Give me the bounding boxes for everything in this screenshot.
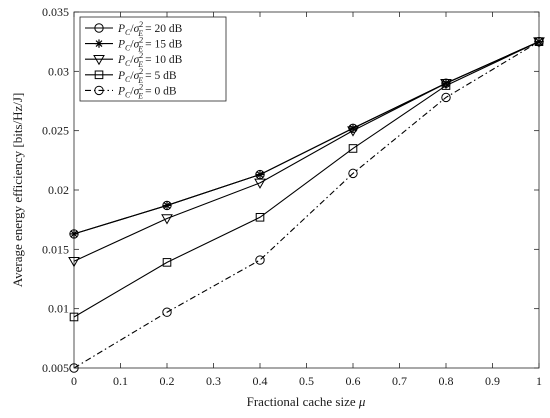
data-point	[162, 258, 172, 267]
y-tick-label: 0.01	[48, 302, 69, 316]
data-point	[348, 168, 358, 179]
y-axis-label: Average energy efficiency [bits/Hz/J]	[10, 93, 25, 288]
data-point	[162, 307, 172, 317]
y-tick-label: 0.015	[42, 242, 69, 256]
legend-marker	[94, 23, 104, 33]
x-tick-label: 0.8	[439, 374, 454, 388]
data-point	[534, 36, 544, 47]
series-line	[73, 41, 540, 318]
tick-layer: 0 0.1 0.2 0.3 0.4 0.5 0.6 0.7 0.8 0.9 1 0.005 0.01 0.…	[42, 5, 542, 388]
y-tick-label: 0.035	[42, 5, 69, 19]
y-tick-label: 0.03	[48, 64, 69, 78]
y-tick-label: 0.02	[48, 183, 69, 197]
x-tick-label: 0.5	[299, 374, 314, 388]
x-tick-label: 1	[536, 374, 542, 388]
legend-label: PC/σ2 E = 0 dB	[117, 82, 177, 100]
series-line	[73, 41, 540, 369]
data-point	[347, 126, 359, 137]
x-tick-label: 0.2	[160, 374, 175, 388]
x-tick-label: 0.3	[206, 374, 221, 388]
data-point	[161, 214, 173, 225]
x-tick-label: 0.9	[485, 374, 500, 388]
y-tick-label: 0.025	[42, 124, 69, 138]
data-point	[255, 170, 265, 179]
legend-label: PC/σ2 E = 5 dB	[117, 67, 177, 85]
legend-entry: PC/σ2 E = 5 dB	[85, 67, 177, 85]
data-point	[162, 201, 172, 210]
legend-marker	[93, 54, 105, 66]
data-point	[441, 81, 451, 90]
x-tick-label: 0	[71, 374, 77, 388]
series-layer	[68, 36, 545, 373]
legend-entry: PC/σ2 E = 10 dB	[85, 51, 183, 69]
legend-label: PC/σ2 E = 15 dB	[117, 36, 183, 54]
data-point	[69, 229, 79, 239]
data-point	[255, 255, 265, 265]
series-line	[73, 41, 540, 262]
legend-entry: PC/σ2 E = 15 dB	[85, 36, 183, 54]
legend-entry: PC/σ2 E = 20 dB	[85, 20, 183, 38]
data-point	[348, 144, 358, 153]
x-axis-label: Fractional cache size μ	[247, 394, 366, 409]
x-tick-label: 0.7	[392, 374, 407, 388]
legend-marker	[94, 70, 104, 80]
legend-label: PC/σ2 E = 10 dB	[117, 51, 183, 69]
data-point	[69, 312, 79, 322]
x-tick-label: 0.6	[346, 374, 361, 388]
data-point	[441, 92, 451, 103]
x-tick-label: 0.4	[253, 374, 268, 388]
data-point	[254, 178, 266, 189]
x-tick-label: 0.1	[113, 374, 128, 388]
legend-marker	[94, 39, 104, 48]
data-point	[68, 256, 80, 268]
legend-marker	[94, 85, 104, 96]
data-point	[255, 212, 265, 222]
y-tick-label: 0.005	[42, 361, 69, 375]
legend-label: PC/σ2 E = 20 dB	[117, 20, 183, 38]
legend-entry: PC/σ2 E = 0 dB	[85, 82, 177, 100]
